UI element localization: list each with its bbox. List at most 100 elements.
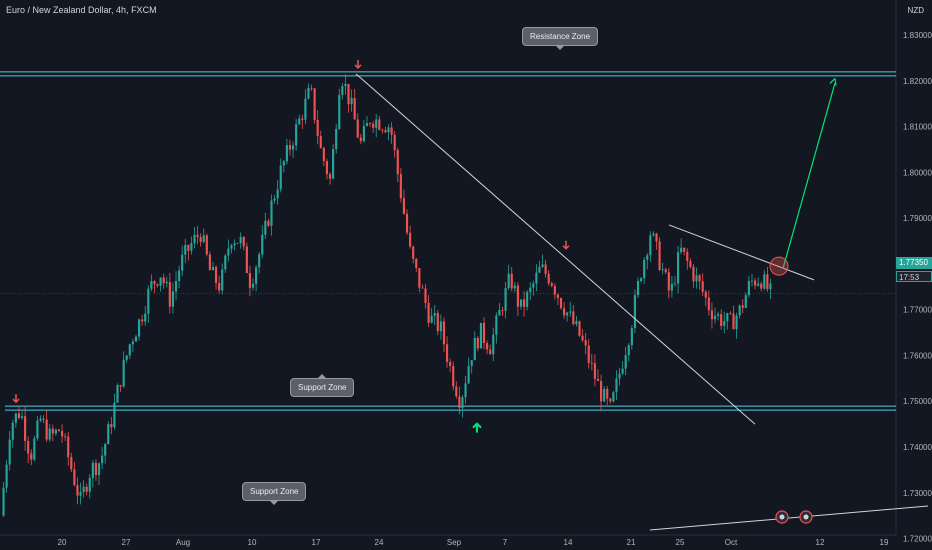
candle-body [141, 319, 144, 322]
y-tick-label: 1.76000 [903, 351, 932, 360]
candle-body [390, 127, 393, 135]
x-tick-label: 24 [375, 538, 384, 547]
candle-body [165, 282, 168, 284]
candle-body [88, 477, 91, 492]
candle-body [640, 278, 643, 282]
candle-body [20, 416, 24, 418]
candle-body [455, 386, 458, 397]
candle-body [615, 378, 618, 393]
y-tick-label: 1.75000 [903, 397, 932, 406]
candle-body [147, 288, 150, 314]
candle-body [646, 255, 649, 260]
candle-body [110, 423, 113, 428]
candle-body [270, 200, 273, 226]
candle-body [310, 87, 313, 89]
candle-body [8, 439, 11, 465]
candle-body [319, 136, 322, 149]
candle-body [279, 165, 282, 190]
candle-body [495, 315, 498, 335]
candle-body [276, 189, 279, 199]
candle-body [328, 174, 332, 179]
candle-body [347, 83, 350, 105]
candle-body [452, 365, 455, 387]
candle-body [658, 241, 661, 270]
candle-body [221, 269, 224, 291]
candle-body [680, 247, 683, 253]
x-tick-label: 25 [676, 538, 685, 547]
candle-body [701, 281, 704, 292]
candle-body [54, 429, 57, 434]
candle-body [264, 220, 267, 235]
candle-body [590, 362, 593, 364]
candle-body [769, 283, 772, 290]
candle-body [467, 365, 470, 384]
candle-body [230, 245, 233, 249]
current-price-tag: 1.77350 [896, 257, 932, 269]
candle-body [713, 315, 717, 320]
candle-body [205, 235, 208, 255]
candle-body [741, 305, 744, 308]
candle-body [492, 334, 495, 355]
candle-body [720, 314, 723, 326]
candle-body [125, 355, 128, 360]
candle-body [27, 440, 30, 454]
candle-body [609, 398, 612, 402]
candle-body [519, 299, 523, 307]
resistance-zone-label: Resistance Zone [522, 27, 599, 50]
candle-body [676, 252, 680, 284]
candle-body [316, 119, 319, 137]
candle-body [214, 267, 218, 284]
sell-arrow-left [12, 394, 20, 404]
candle-body [458, 396, 461, 408]
candle-body [655, 233, 658, 242]
candle-body [766, 274, 769, 290]
candle-body [153, 281, 156, 285]
candle-body [82, 486, 85, 493]
y-tick-label: 1.79000 [903, 214, 932, 223]
candle-body [442, 321, 446, 345]
y-tick-label: 1.81000 [903, 123, 932, 132]
candle-body [732, 313, 735, 330]
candle-body [621, 368, 624, 374]
candle-body [101, 455, 104, 464]
candle-body [516, 285, 519, 307]
axis-currency: NZD [907, 6, 924, 15]
x-tick-label: 17 [312, 538, 321, 547]
candle-body [575, 321, 578, 325]
x-tick-label: 10 [248, 538, 257, 547]
candle-body [64, 436, 67, 438]
candle-body [211, 267, 215, 271]
candle-body [513, 285, 516, 289]
candle-body [24, 416, 27, 441]
candle-body [529, 287, 532, 293]
candle-body [107, 423, 110, 445]
candle-body [412, 246, 415, 259]
candle-body [341, 86, 344, 96]
candle-body [587, 345, 590, 363]
candle-body [433, 313, 436, 316]
candle-body [547, 273, 550, 284]
x-tick-label: 7 [503, 538, 508, 547]
y-tick-label: 1.80000 [903, 168, 932, 177]
candle-body [45, 419, 48, 440]
candle-body [479, 322, 483, 349]
candle-body [436, 313, 439, 332]
candle-body [261, 234, 264, 255]
y-tick-label: 1.77000 [903, 306, 932, 315]
candle-body [332, 149, 335, 179]
candle-body [181, 254, 184, 271]
candle-body [162, 277, 165, 284]
candle-body [30, 453, 33, 460]
candle-body [67, 436, 70, 458]
candle-body [39, 418, 42, 421]
candle-body [439, 321, 442, 332]
candle-body [33, 438, 36, 460]
y-tick-label: 1.73000 [903, 489, 932, 498]
candle-body [384, 130, 387, 133]
candle-body [224, 255, 227, 270]
candle-body [409, 232, 412, 247]
candle-body [535, 272, 538, 284]
candle-body [578, 321, 581, 336]
candle-body [698, 275, 701, 282]
